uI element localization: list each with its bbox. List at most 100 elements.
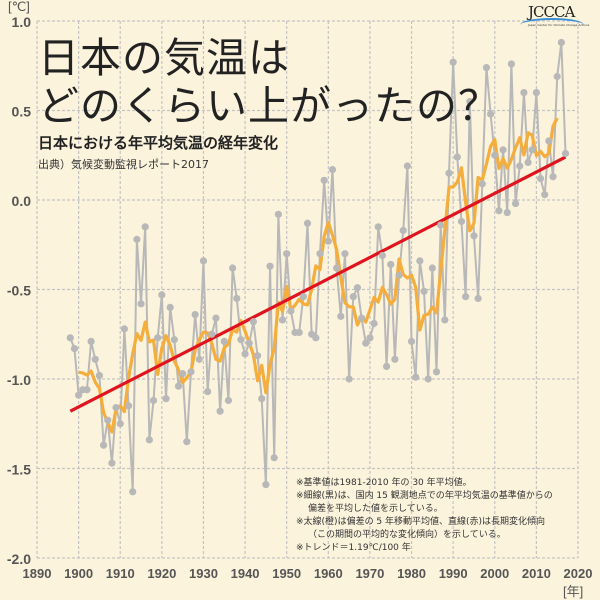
- data-point: [237, 336, 245, 344]
- data-point: [216, 407, 224, 415]
- data-point: [524, 158, 532, 167]
- data-point: [179, 370, 187, 378]
- data-point: [141, 223, 149, 231]
- x-tick-label: 1940: [231, 566, 260, 581]
- data-point: [391, 355, 399, 363]
- data-point: [154, 334, 162, 342]
- data-point: [224, 396, 233, 405]
- data-point: [241, 350, 249, 358]
- data-point: [349, 293, 357, 301]
- data-point: [158, 291, 166, 299]
- data-point: [87, 337, 95, 346]
- title-line-1: 日本の気温は: [38, 34, 290, 82]
- x-tick-label: 1930: [189, 566, 218, 581]
- data-point: [212, 314, 220, 322]
- data-point: [378, 251, 387, 260]
- data-point: [516, 162, 524, 170]
- note-line: （この期間の平均的な変化傾向）を示している。: [308, 530, 506, 540]
- data-point: [457, 217, 466, 226]
- data-point: [545, 137, 553, 145]
- data-point: [162, 395, 170, 403]
- data-point: [83, 386, 91, 394]
- data-point: [511, 199, 520, 208]
- jccca-logo: JCCCA Japan Center for Climate Change Ac…: [520, 3, 589, 32]
- data-point: [328, 165, 337, 174]
- data-point: [553, 72, 561, 81]
- data-point: [258, 395, 266, 403]
- data-point: [95, 371, 104, 380]
- data-point: [112, 404, 120, 412]
- data-point: [253, 352, 262, 360]
- data-point: [262, 481, 270, 489]
- y-tick-label: -2.0: [7, 551, 31, 567]
- data-point: [520, 89, 528, 97]
- x-tick-label: 2000: [480, 566, 509, 581]
- data-point: [441, 316, 449, 324]
- data-point: [536, 174, 545, 183]
- data-point: [183, 438, 191, 446]
- y-tick-label: -0.5: [7, 283, 31, 299]
- data-point: [507, 60, 516, 68]
- data-point: [403, 162, 411, 170]
- data-point: [549, 173, 557, 181]
- y-tick-label: -1.0: [7, 372, 31, 388]
- data-point: [228, 264, 237, 272]
- data-point: [395, 271, 403, 279]
- data-point: [324, 237, 332, 245]
- x-tick-label: 1970: [355, 566, 384, 581]
- data-point: [187, 368, 195, 376]
- source-citation: 出典）気候変動監視レポート2017: [38, 158, 209, 171]
- y-axis-unit: [℃]: [8, 0, 30, 14]
- data-point: [233, 294, 241, 303]
- data-point: [557, 38, 565, 47]
- data-point: [337, 312, 345, 320]
- data-point: [487, 110, 495, 118]
- x-tick-label: 1950: [272, 566, 301, 581]
- data-point: [482, 63, 491, 72]
- x-tick-label: 1980: [397, 566, 426, 581]
- data-point: [91, 355, 99, 363]
- data-point: [333, 264, 341, 272]
- data-point: [287, 307, 295, 315]
- logo-text: JCCCA: [528, 3, 575, 21]
- data-point: [283, 250, 291, 258]
- data-point: [75, 391, 83, 399]
- data-point: [532, 89, 540, 97]
- data-point: [470, 232, 478, 240]
- x-tick-label: 2020: [564, 566, 593, 581]
- data-point: [303, 219, 312, 227]
- data-point: [204, 387, 212, 396]
- data-point: [428, 264, 436, 272]
- data-point: [445, 169, 453, 177]
- data-point: [116, 420, 124, 428]
- data-point: [195, 355, 203, 363]
- data-point: [407, 337, 416, 346]
- data-point: [370, 319, 378, 328]
- data-point: [266, 262, 274, 270]
- x-tick-label: 1910: [106, 566, 135, 581]
- data-point: [449, 58, 457, 66]
- data-point: [191, 310, 199, 319]
- x-tick-label: 2010: [522, 566, 551, 581]
- x-tick-label: 1990: [439, 566, 468, 581]
- data-point: [424, 375, 432, 383]
- note-line: ※細線(黒)は、国内 15 観測地点での年平均気温の基準値からの: [296, 491, 553, 501]
- data-point: [362, 339, 370, 347]
- data-point: [353, 284, 362, 292]
- data-point: [312, 334, 320, 342]
- moving-average-line: [78, 117, 559, 434]
- x-tick-label: 1960: [314, 566, 343, 581]
- note-line: 偏差を平均した値を示している。: [308, 504, 443, 514]
- data-point: [145, 436, 153, 444]
- data-point: [491, 151, 499, 159]
- chart-subtitle: 日本における年平均気温の経年変化: [38, 134, 279, 152]
- data-point: [149, 396, 158, 405]
- data-point: [245, 339, 253, 347]
- data-point: [528, 146, 536, 154]
- data-point: [432, 368, 441, 376]
- data-point: [129, 488, 137, 496]
- x-tick-label: 1920: [147, 566, 176, 581]
- note-line: ※基準値は1981-2010 年の 30 年平均値。: [296, 478, 472, 488]
- data-point: [541, 191, 549, 199]
- data-point: [561, 149, 570, 158]
